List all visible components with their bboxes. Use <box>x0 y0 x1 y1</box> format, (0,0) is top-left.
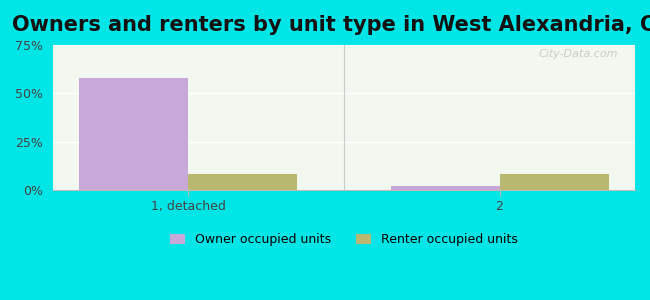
Legend: Owner occupied units, Renter occupied units: Owner occupied units, Renter occupied un… <box>165 228 523 251</box>
Bar <box>500 175 608 190</box>
Title: Owners and renters by unit type in West Alexandria, OH: Owners and renters by unit type in West … <box>12 15 650 35</box>
Bar <box>391 186 500 190</box>
Text: City-Data.com: City-Data.com <box>538 49 617 59</box>
Bar <box>79 78 188 190</box>
Bar <box>188 175 297 190</box>
